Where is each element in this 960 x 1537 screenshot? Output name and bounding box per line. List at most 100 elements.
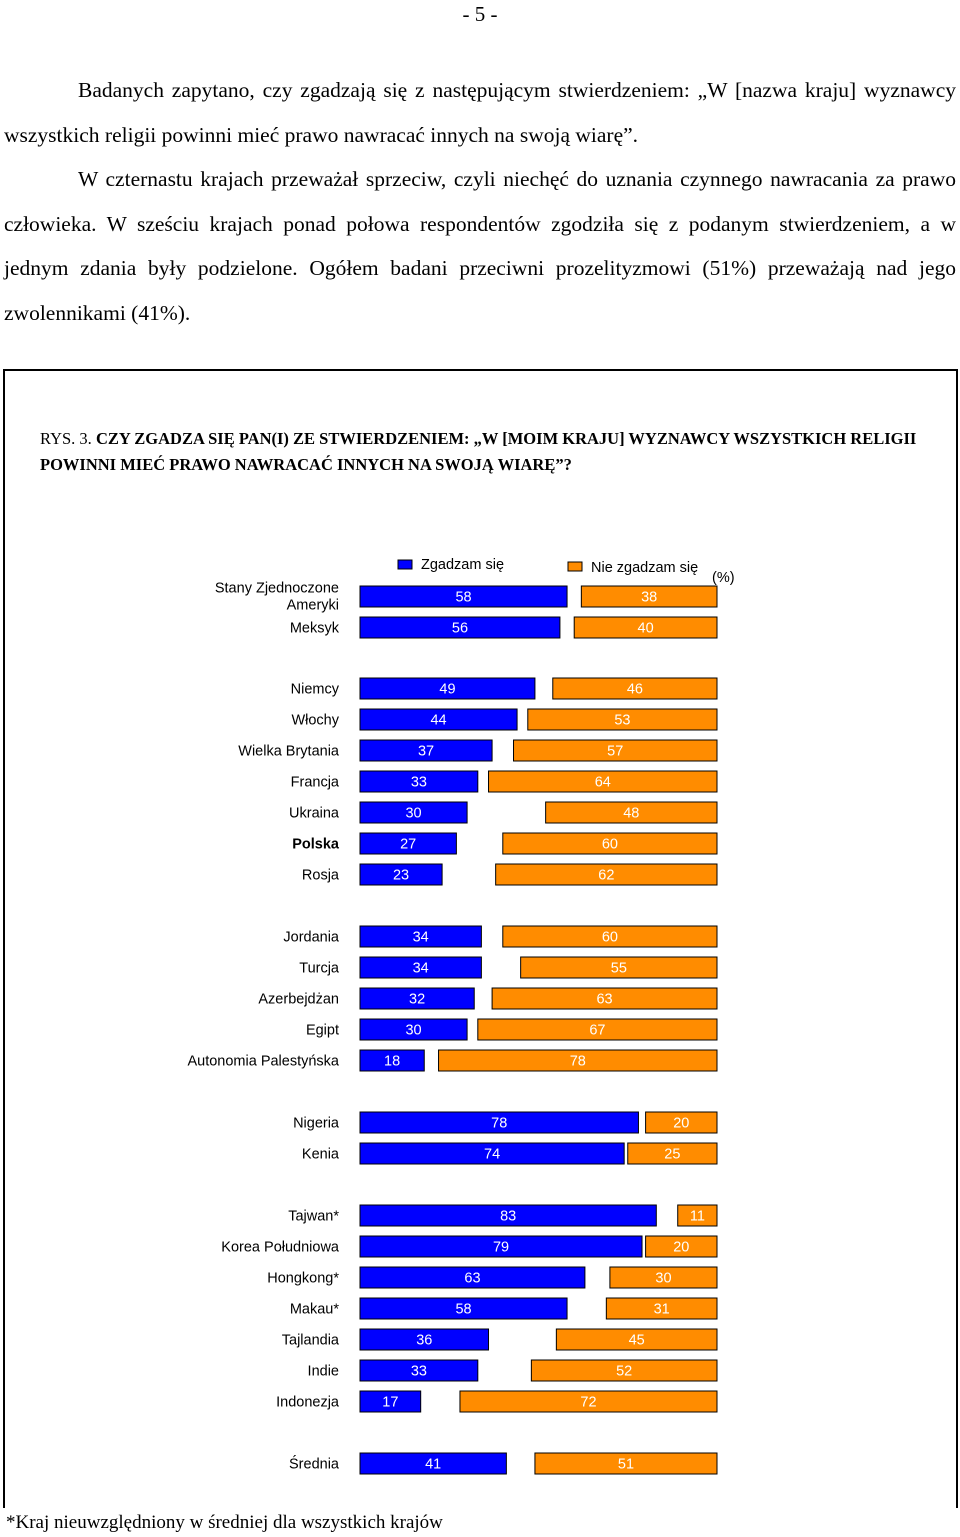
bar-agree <box>359 770 479 793</box>
category-label: Hongkong* <box>267 1271 339 1287</box>
bar-disagree <box>609 1266 718 1289</box>
legend-label-agree: Zgadzam się <box>421 557 504 573</box>
footnote: *Kraj nieuwzględniony w średniej dla wsz… <box>6 1512 443 1533</box>
bar-disagree <box>520 956 718 979</box>
bar-disagree <box>555 1328 718 1351</box>
value-label-agree: 36 <box>416 1333 432 1349</box>
chart-frame <box>3 369 958 1508</box>
unit-label: (%) <box>712 570 735 586</box>
value-label-agree: 37 <box>418 744 434 760</box>
value-label-disagree: 11 <box>690 1209 705 1225</box>
bar-agree <box>359 1328 490 1351</box>
category-label: Azerbejdżan <box>258 992 339 1008</box>
bar-agree <box>359 956 482 979</box>
category-label-cont: Ameryki <box>287 598 339 614</box>
category-label: Średnia <box>289 1455 340 1473</box>
value-label-agree: 27 <box>400 837 416 853</box>
intro-paragraph-2: W czternastu krajach przeważał sprzeciw,… <box>4 167 956 325</box>
category-label: Kenia <box>302 1147 340 1163</box>
value-label-agree: 41 <box>425 1457 441 1473</box>
figure-heading: RYS. 3. CZY ZGADZA SIĘ PAN(I) ZE STWIERD… <box>40 426 920 477</box>
bar-disagree <box>677 1204 718 1227</box>
bar-agree <box>359 1018 468 1041</box>
value-label-agree: 49 <box>439 682 455 698</box>
category-label: Korea Południowa <box>221 1240 340 1256</box>
category-label: Makau* <box>290 1302 340 1318</box>
value-label-disagree: 57 <box>607 744 623 760</box>
value-label-agree: 30 <box>405 806 421 822</box>
intro-text: Badanych zapytano, czy zgadzają się z na… <box>4 68 956 336</box>
page-number: - 5 - <box>462 2 498 26</box>
bar-disagree <box>459 1390 718 1413</box>
bar-disagree <box>534 1452 718 1475</box>
bar-agree <box>359 1452 507 1475</box>
value-label-disagree: 60 <box>602 930 618 946</box>
bar-disagree <box>545 801 718 824</box>
value-label-disagree: 31 <box>654 1302 670 1318</box>
value-label-agree: 34 <box>413 930 429 946</box>
bar-agree <box>359 1204 657 1227</box>
bar-agree <box>359 1266 586 1289</box>
category-label: Turcja <box>299 961 340 977</box>
legend-label-disagree: Nie zgadzam się <box>591 560 698 576</box>
category-label: Ukraina <box>289 806 340 822</box>
value-label-agree: 18 <box>384 1054 400 1070</box>
value-label-disagree: 72 <box>580 1395 596 1411</box>
value-label-disagree: 30 <box>655 1271 671 1287</box>
value-label-agree: 56 <box>452 621 468 637</box>
bar-disagree <box>530 1359 718 1382</box>
bar-agree <box>359 1390 422 1413</box>
category-label: Tajlandia <box>282 1333 340 1349</box>
bar-disagree <box>645 1235 718 1258</box>
category-label: Wielka Brytania <box>238 744 340 760</box>
value-label-agree: 17 <box>382 1395 398 1411</box>
bar-disagree <box>580 585 718 608</box>
bar-agree <box>359 1142 625 1165</box>
bar-disagree <box>491 987 718 1010</box>
bar-agree <box>359 1359 479 1382</box>
bar-agree <box>359 832 457 855</box>
bar-agree <box>359 616 561 639</box>
value-label-agree: 44 <box>430 713 446 729</box>
value-label-disagree: 62 <box>598 868 614 884</box>
bar-agree <box>359 585 568 608</box>
category-label: Indie <box>308 1364 339 1380</box>
bar-disagree <box>513 739 718 762</box>
value-label-disagree: 63 <box>596 992 612 1008</box>
category-label: Stany Zjednoczone <box>215 581 339 597</box>
category-label: Meksyk <box>290 621 340 637</box>
figure-title: CZY ZGADZA SIĘ PAN(I) ZE STWIERDZENIEM: … <box>40 429 917 474</box>
bar-disagree <box>605 1297 718 1320</box>
category-label: Niemcy <box>291 682 340 698</box>
value-label-agree: 30 <box>405 1023 421 1039</box>
bar-disagree <box>627 1142 718 1165</box>
bar-disagree <box>502 925 718 948</box>
value-label-disagree: 45 <box>629 1333 645 1349</box>
bar-agree <box>359 1049 425 1072</box>
category-label: Rosja <box>302 868 340 884</box>
value-label-disagree: 48 <box>623 806 639 822</box>
value-label-agree: 58 <box>455 590 471 606</box>
bar-disagree <box>438 1049 718 1072</box>
value-label-agree: 58 <box>455 1302 471 1318</box>
value-label-disagree: 55 <box>611 961 627 977</box>
value-label-agree: 34 <box>413 961 429 977</box>
category-label: Egipt <box>306 1023 339 1039</box>
value-label-disagree: 40 <box>638 621 654 637</box>
value-label-disagree: 67 <box>589 1023 605 1039</box>
value-label-disagree: 20 <box>673 1116 689 1132</box>
value-label-disagree: 38 <box>641 590 657 606</box>
bar-disagree <box>477 1018 718 1041</box>
bar-agree <box>359 987 475 1010</box>
value-label-agree: 63 <box>464 1271 480 1287</box>
value-label-agree: 78 <box>491 1116 507 1132</box>
value-label-agree: 23 <box>393 868 409 884</box>
value-label-agree: 74 <box>484 1147 500 1163</box>
value-label-agree: 33 <box>411 775 427 791</box>
legend-swatch-disagree <box>567 561 583 572</box>
bar-agree <box>359 677 536 700</box>
bar-disagree <box>573 616 718 639</box>
category-label: Nigeria <box>293 1116 340 1132</box>
bar-agree <box>359 739 493 762</box>
